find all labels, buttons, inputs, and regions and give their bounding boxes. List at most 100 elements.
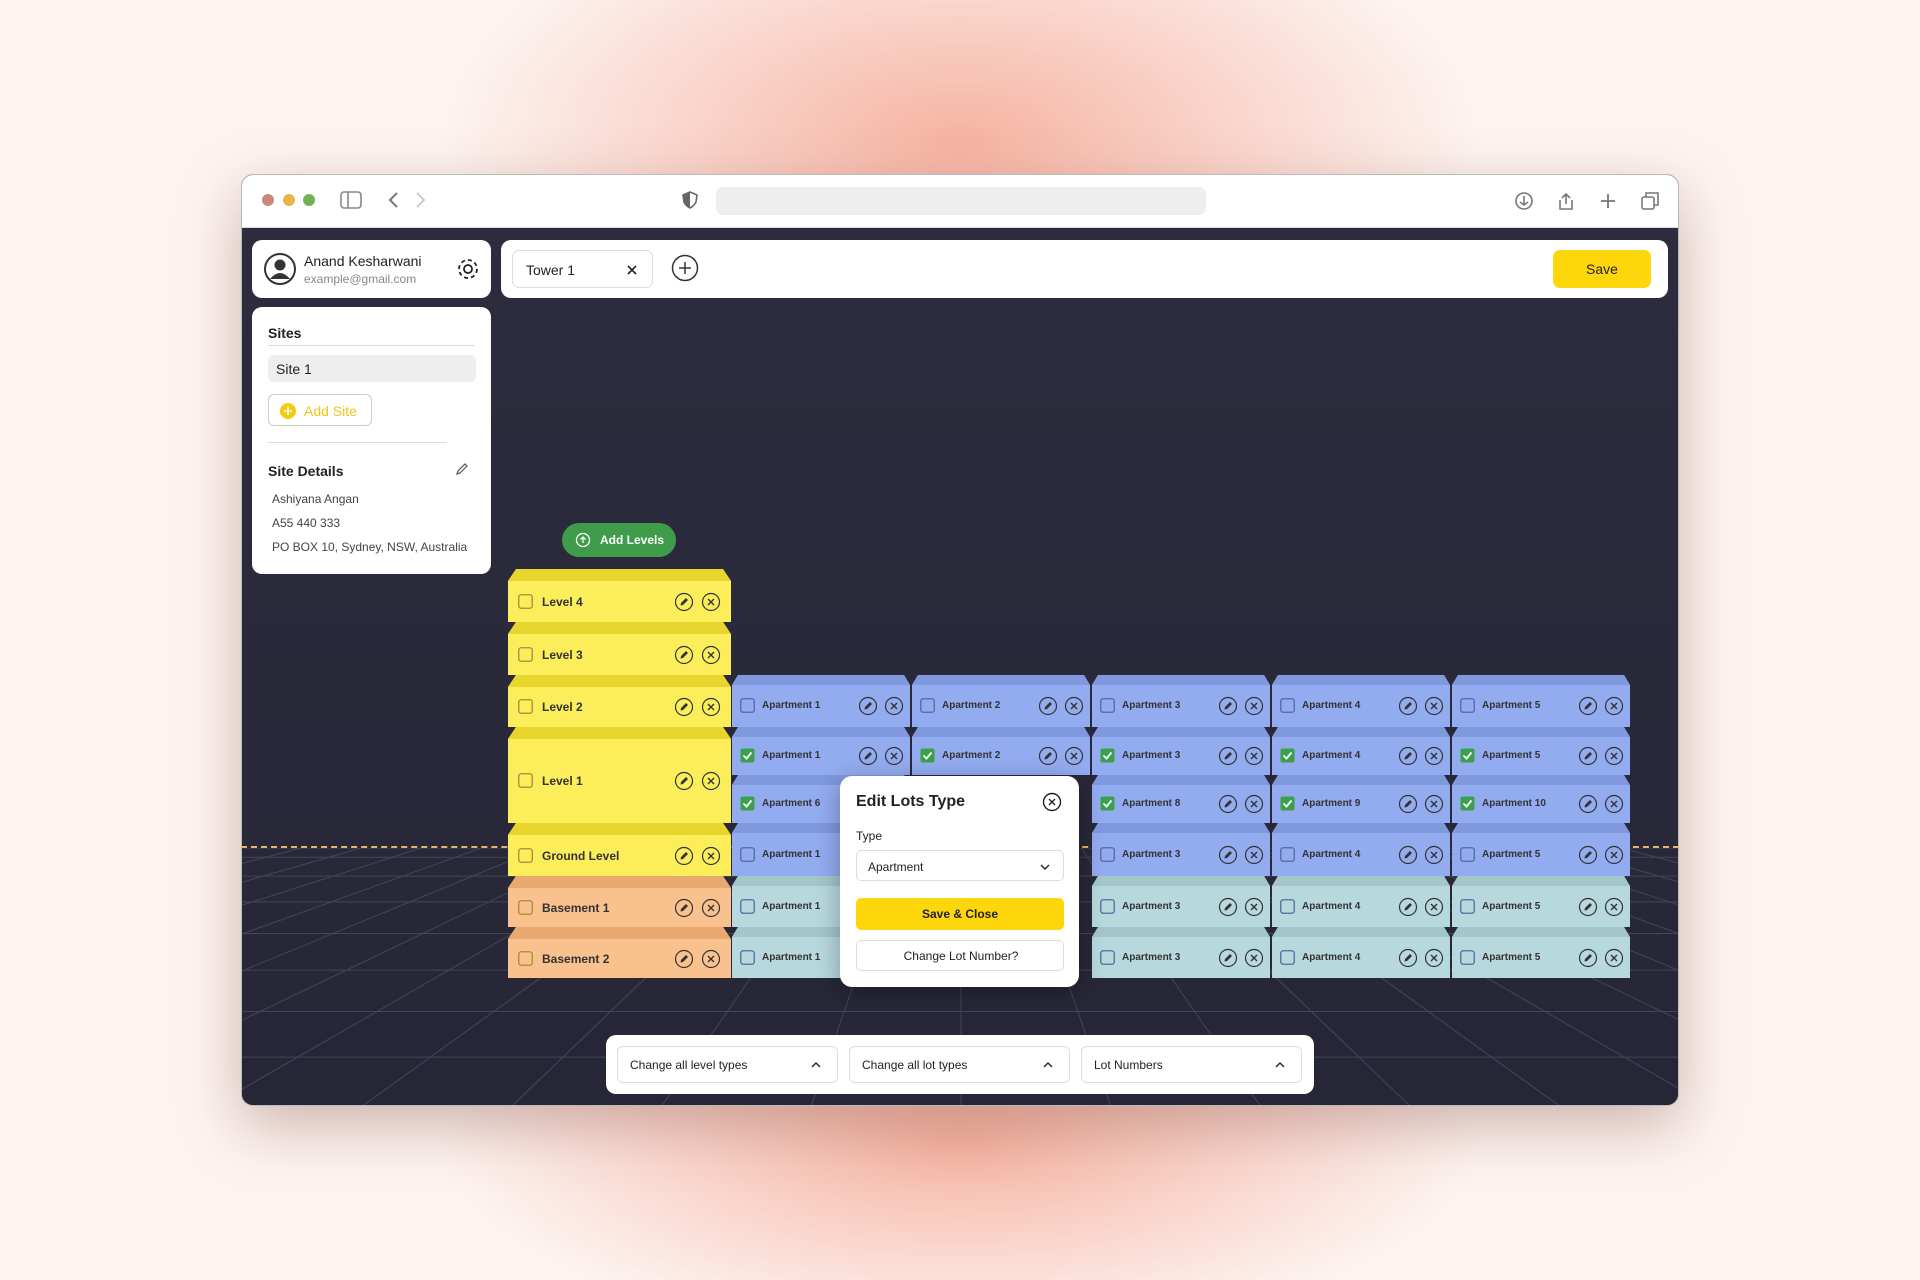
edit-button[interactable] xyxy=(674,846,694,866)
edit-button[interactable] xyxy=(1578,948,1598,968)
delete-button[interactable] xyxy=(1604,696,1624,716)
checkbox[interactable] xyxy=(740,796,755,811)
delete-button[interactable] xyxy=(1244,696,1264,716)
lot-cell[interactable]: Apartment 8 xyxy=(1092,775,1270,823)
delete-button[interactable] xyxy=(1064,746,1084,766)
up-icon[interactable] xyxy=(575,532,591,548)
edit-details-button[interactable] xyxy=(454,461,470,477)
save-button[interactable]: Save xyxy=(1553,250,1651,288)
zoom-dot[interactable] xyxy=(303,194,315,206)
edit-button[interactable] xyxy=(674,697,694,717)
checkbox[interactable] xyxy=(518,847,533,863)
plus-icon[interactable] xyxy=(280,403,296,419)
edit-button[interactable] xyxy=(1398,746,1418,766)
type-select[interactable]: Apartment xyxy=(856,850,1064,881)
level-block[interactable]: Level 3 xyxy=(508,622,731,675)
lot-cell[interactable]: Apartment 5 xyxy=(1452,927,1630,978)
bulk-dropdown[interactable]: Lot Numbers xyxy=(1081,1046,1302,1083)
checkbox[interactable] xyxy=(518,950,533,966)
lot-cell[interactable]: Apartment 3 xyxy=(1092,675,1270,727)
checkbox[interactable] xyxy=(518,699,533,714)
edit-button[interactable] xyxy=(1578,897,1598,917)
lot-cell[interactable]: Apartment 9 xyxy=(1272,775,1450,823)
edit-button[interactable] xyxy=(674,645,694,665)
add-site-button[interactable]: Add Site xyxy=(268,394,372,426)
checkbox[interactable] xyxy=(1280,748,1295,763)
lot-cell[interactable]: Apartment 4 xyxy=(1272,927,1450,978)
edit-button[interactable] xyxy=(1578,696,1598,716)
edit-button[interactable] xyxy=(1578,794,1598,814)
lot-cell[interactable]: Apartment 4 xyxy=(1272,876,1450,927)
delete-button[interactable] xyxy=(1604,897,1624,917)
checkbox[interactable] xyxy=(518,899,533,915)
site-item[interactable]: Site 1 xyxy=(268,355,476,382)
delete-button[interactable] xyxy=(701,771,721,791)
lot-cell[interactable]: Apartment 3 xyxy=(1092,727,1270,775)
checkbox[interactable] xyxy=(518,773,533,788)
lot-cell[interactable]: Apartment 3 xyxy=(1092,927,1270,978)
delete-button[interactable] xyxy=(1244,948,1264,968)
checkbox[interactable] xyxy=(1100,698,1115,713)
delete-button[interactable] xyxy=(1604,794,1624,814)
checkbox[interactable] xyxy=(740,846,755,862)
edit-button[interactable] xyxy=(1398,696,1418,716)
bulk-dropdown[interactable]: Change all level types xyxy=(617,1046,838,1083)
checkbox[interactable] xyxy=(1280,796,1295,811)
edit-button[interactable] xyxy=(1038,696,1058,716)
nav-arrows[interactable] xyxy=(387,191,427,209)
delete-button[interactable] xyxy=(701,898,721,918)
checkbox[interactable] xyxy=(1100,748,1115,763)
edit-button[interactable] xyxy=(1578,845,1598,865)
checkbox[interactable] xyxy=(920,748,935,763)
lot-cell[interactable]: Apartment 2 xyxy=(912,727,1090,775)
edit-button[interactable] xyxy=(1218,794,1238,814)
avatar[interactable] xyxy=(264,253,296,285)
delete-button[interactable] xyxy=(1244,794,1264,814)
delete-button[interactable] xyxy=(1424,794,1444,814)
edit-button[interactable] xyxy=(674,592,694,612)
settings-button[interactable] xyxy=(456,257,480,281)
edit-button[interactable] xyxy=(1218,696,1238,716)
delete-button[interactable] xyxy=(1424,696,1444,716)
add-levels-button[interactable]: Add Levels xyxy=(562,523,676,557)
delete-button[interactable] xyxy=(701,592,721,612)
delete-button[interactable] xyxy=(884,746,904,766)
delete-button[interactable] xyxy=(701,949,721,969)
checkbox[interactable] xyxy=(518,593,533,609)
edit-button[interactable] xyxy=(1218,948,1238,968)
delete-button[interactable] xyxy=(1424,746,1444,766)
checkbox[interactable] xyxy=(1100,796,1115,811)
chevron-up[interactable] xyxy=(1274,1059,1286,1071)
edit-button[interactable] xyxy=(674,949,694,969)
level-block[interactable]: Basement 2 xyxy=(508,927,731,978)
chevron-up[interactable] xyxy=(1042,1059,1054,1071)
lot-cell[interactable]: Apartment 1 xyxy=(732,727,910,775)
checkbox[interactable] xyxy=(1460,748,1475,763)
edit-button[interactable] xyxy=(1218,746,1238,766)
change-lot-button[interactable]: Change Lot Number? xyxy=(856,940,1064,971)
checkbox[interactable] xyxy=(1100,949,1115,965)
minimize-dot[interactable] xyxy=(283,194,295,206)
toolbar-icons[interactable] xyxy=(1514,191,1664,211)
checkbox[interactable] xyxy=(740,748,755,763)
checkbox[interactable] xyxy=(740,949,755,965)
delete-button[interactable] xyxy=(1604,845,1624,865)
delete-button[interactable] xyxy=(1424,948,1444,968)
checkbox[interactable] xyxy=(518,646,533,662)
close-dot[interactable] xyxy=(262,194,274,206)
level-block[interactable]: Ground Level xyxy=(508,823,731,876)
checkbox[interactable] xyxy=(1460,846,1475,862)
checkbox[interactable] xyxy=(1100,846,1115,862)
level-block[interactable]: Level 4 xyxy=(508,569,731,622)
checkbox[interactable] xyxy=(1460,698,1475,713)
edit-button[interactable] xyxy=(1218,845,1238,865)
lot-cell[interactable]: Apartment 5 xyxy=(1452,876,1630,927)
add-tab-button[interactable] xyxy=(671,254,699,282)
delete-button[interactable] xyxy=(1064,696,1084,716)
edit-button[interactable] xyxy=(1218,897,1238,917)
lot-cell[interactable]: Apartment 2 xyxy=(912,675,1090,727)
lot-cell[interactable]: Apartment 3 xyxy=(1092,876,1270,927)
delete-button[interactable] xyxy=(1244,845,1264,865)
checkbox[interactable] xyxy=(1280,846,1295,862)
edit-button[interactable] xyxy=(858,746,878,766)
